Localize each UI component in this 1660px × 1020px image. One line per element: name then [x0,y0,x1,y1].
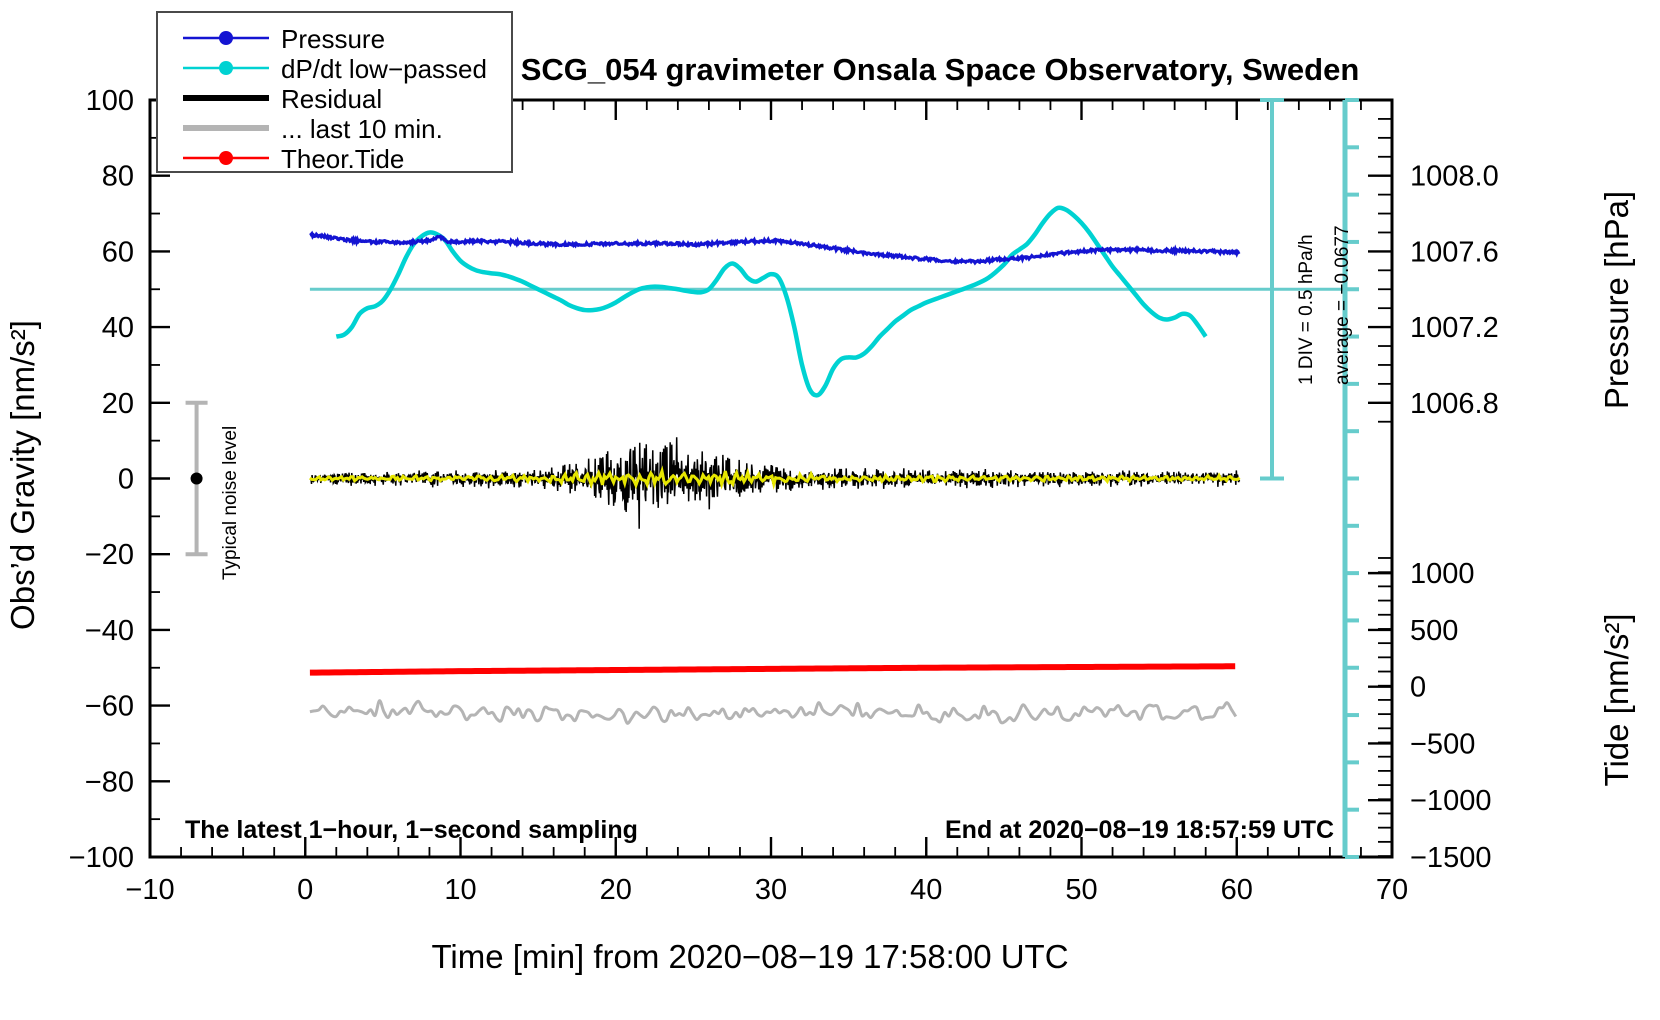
y-tick-label: −40 [85,615,134,647]
legend-item-theor-tide[interactable]: Theor.Tide [183,144,404,174]
x-tick-label: 30 [755,874,787,906]
y-tick-label: −100 [69,842,134,874]
tide-tick-label: −1000 [1410,785,1491,817]
x-axis-title: Time [min] from 2020−08−19 17:58:00 UTC [431,938,1068,975]
annotations-group [185,98,1359,859]
legend-item-label: Pressure [281,24,385,54]
tide-tick-label: 0 [1410,672,1426,704]
div-scale-annotation: 1 DIV = 0.5 hPa/h [1296,234,1317,385]
y-tick-label: −20 [85,539,134,571]
legend-item-label: Theor.Tide [281,144,404,174]
x-tick-label: 60 [1221,874,1253,906]
legend-item-label: Residual [281,84,382,114]
legend-item-residual[interactable]: Residual [183,84,382,114]
x-tick-label: 20 [600,874,632,906]
series-dpdt-lowpassed [335,205,1208,398]
x-tick-label: −10 [125,874,174,906]
tide-tick-label: −1500 [1410,842,1491,874]
pressure-tick-label: 1007.2 [1410,312,1499,344]
footer-right-text: End at 2020−08−19 18:57:59 UTC [945,816,1334,844]
y-tick-label: 100 [86,85,134,117]
legend-item-label: dP/dt low−passed [281,54,487,84]
average-annotation: average = −0.0677 [1332,225,1353,385]
page-title: SCG_054 gravimeter Onsala Space Observat… [521,52,1360,87]
series-pressure [309,230,1241,266]
y-tick-label: 80 [102,161,134,193]
tide-tick-label: −500 [1410,728,1475,760]
noise-level-point [190,472,203,485]
legend-item-last-10-min[interactable]: ... last 10 min. [183,114,443,144]
tide-tick-label: 1000 [1410,558,1475,590]
noise-level-annotation: Typical noise level [220,426,241,580]
x-tick-label: 50 [1065,874,1097,906]
legend-swatch-marker [219,151,233,165]
pressure-tick-label: 1006.8 [1410,388,1499,420]
y-axis-title: Obs’d Gravity [nm/s²] [4,320,41,630]
pressure-tick-label: 1008.0 [1410,161,1499,193]
x-tick-label: 0 [297,874,313,906]
legend-swatch-marker [219,31,233,45]
pressure-tick-label: 1007.6 [1410,236,1499,268]
series-residual-smoothed [309,465,1241,490]
y-tick-label: 40 [102,312,134,344]
series-last-10-min [309,699,1238,725]
x-tick-label: 70 [1376,874,1408,906]
x-tick-label: 10 [444,874,476,906]
series-group [309,205,1345,725]
x-tick-label: 40 [910,874,942,906]
axes-group: −10 0 10 20 30 40 50 60 70100806040200−20−40−60−… [69,85,1499,906]
footer-left-text: The latest 1−hour, 1−second sampling [185,816,638,844]
legend-item-label: ... last 10 min. [281,114,443,144]
y-tick-label: −60 [85,691,134,723]
y-tick-label: 20 [102,388,134,420]
legend-item-pressure[interactable]: Pressure [183,24,385,54]
legend-item-dp-dt-low-passed[interactable]: dP/dt low−passed [183,54,487,84]
legend-swatch-marker [219,61,233,75]
y-tick-label: −80 [85,766,134,798]
y-axis-right-pressure-title: Pressure [hPa] [1598,191,1635,409]
series-theoretical-tide [309,663,1236,676]
y-tick-label: 60 [102,236,134,268]
y-tick-label: 0 [118,464,134,496]
tide-tick-label: 500 [1410,615,1458,647]
y-axis-right-tide-title: Tide [nm/s²] [1598,614,1635,787]
